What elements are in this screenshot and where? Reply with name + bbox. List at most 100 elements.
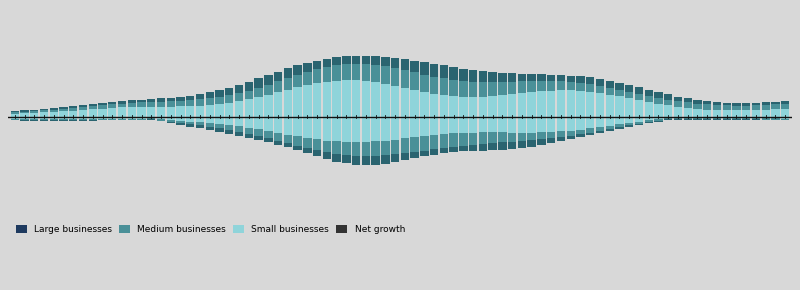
Bar <box>606 95 614 117</box>
Bar <box>196 122 204 126</box>
Bar <box>752 117 760 118</box>
Bar <box>138 107 146 117</box>
Bar <box>606 126 614 129</box>
Bar <box>557 117 565 131</box>
Bar <box>294 87 302 117</box>
Bar <box>664 117 672 118</box>
Bar <box>147 117 155 119</box>
Bar <box>69 120 78 121</box>
Bar <box>362 81 370 117</box>
Bar <box>50 119 58 120</box>
Bar <box>596 131 604 133</box>
Bar <box>382 141 390 155</box>
Bar <box>683 98 692 102</box>
Bar <box>683 102 692 108</box>
Bar <box>362 142 370 156</box>
Bar <box>694 109 702 117</box>
Bar <box>732 110 741 117</box>
Bar <box>498 82 506 95</box>
Bar <box>430 117 438 135</box>
Bar <box>430 77 438 94</box>
Bar <box>694 104 702 109</box>
Bar <box>547 81 555 90</box>
Bar <box>322 117 331 141</box>
Bar <box>254 78 262 88</box>
Bar <box>713 110 721 117</box>
Bar <box>489 82 497 96</box>
Bar <box>527 92 536 117</box>
Bar <box>645 117 653 120</box>
Bar <box>245 134 253 138</box>
Bar <box>157 117 166 119</box>
Bar <box>108 119 117 120</box>
Bar <box>98 103 106 105</box>
Bar <box>186 122 194 124</box>
Bar <box>215 104 224 117</box>
Bar <box>469 133 478 144</box>
Bar <box>596 117 604 127</box>
Bar <box>586 77 594 84</box>
Bar <box>469 70 478 82</box>
Bar <box>10 111 19 112</box>
Bar <box>40 120 48 121</box>
Bar <box>557 81 565 90</box>
Bar <box>762 102 770 105</box>
Bar <box>625 123 634 126</box>
Bar <box>89 120 97 121</box>
Bar <box>342 155 350 164</box>
Bar <box>371 117 380 142</box>
Bar <box>440 148 448 153</box>
Bar <box>108 108 117 117</box>
Bar <box>118 101 126 104</box>
Bar <box>664 119 672 120</box>
Bar <box>98 119 106 120</box>
Bar <box>498 95 506 117</box>
Bar <box>284 117 292 135</box>
Bar <box>547 138 555 143</box>
Bar <box>703 104 711 110</box>
Bar <box>166 117 175 120</box>
Bar <box>566 82 574 90</box>
Bar <box>30 110 38 111</box>
Bar <box>625 85 634 92</box>
Bar <box>586 84 594 92</box>
Bar <box>196 99 204 106</box>
Bar <box>654 92 662 98</box>
Bar <box>79 105 87 107</box>
Bar <box>576 130 585 134</box>
Bar <box>177 117 185 121</box>
Bar <box>79 110 87 117</box>
Bar <box>557 131 565 137</box>
Bar <box>147 119 155 120</box>
Bar <box>274 92 282 117</box>
Bar <box>694 119 702 120</box>
Bar <box>128 107 136 117</box>
Bar <box>713 105 721 110</box>
Bar <box>128 100 136 103</box>
Bar <box>606 117 614 126</box>
Bar <box>674 119 682 120</box>
Bar <box>371 156 380 165</box>
Bar <box>459 133 467 146</box>
Bar <box>245 81 253 91</box>
Bar <box>371 56 380 65</box>
Bar <box>508 73 516 82</box>
Bar <box>664 118 672 119</box>
Bar <box>781 119 790 120</box>
Bar <box>284 135 292 144</box>
Bar <box>245 99 253 117</box>
Bar <box>40 117 48 119</box>
Bar <box>625 117 634 123</box>
Bar <box>538 139 546 145</box>
Bar <box>333 81 341 117</box>
Bar <box>166 122 175 123</box>
Bar <box>440 95 448 117</box>
Bar <box>254 136 262 140</box>
Bar <box>157 98 166 101</box>
Bar <box>118 119 126 120</box>
Bar <box>586 117 594 128</box>
Bar <box>215 117 224 124</box>
Bar <box>430 94 438 117</box>
Bar <box>264 117 273 131</box>
Bar <box>177 123 185 125</box>
